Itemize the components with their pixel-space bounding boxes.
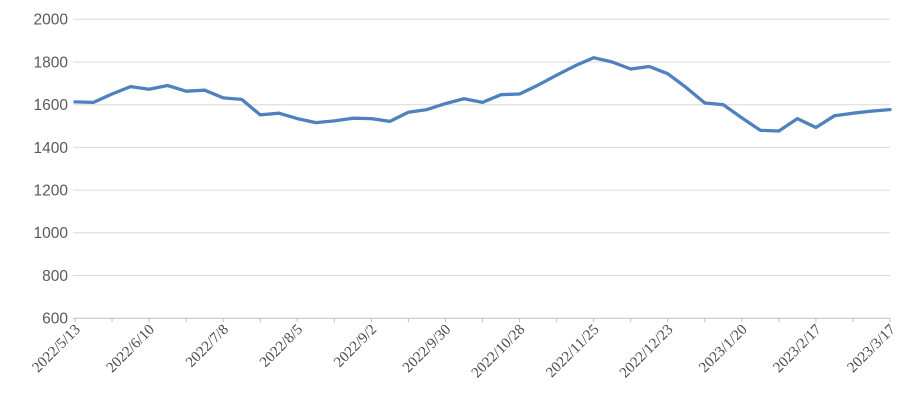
x-axis-tick-label: 2022/6/10	[104, 322, 158, 376]
y-axis-tick-label: 1600	[34, 97, 69, 114]
x-axis-tick-label: 2022/10/28	[469, 322, 529, 382]
y-axis-tick-label: 1200	[34, 183, 69, 200]
y-axis-tick-label: 1000	[34, 225, 69, 242]
x-axis-tick-label: 2023/1/20	[696, 322, 750, 376]
x-axis-tick-label: 2023/3/17	[844, 321, 899, 376]
x-axis-tick-label: 2022/5/13	[29, 322, 83, 376]
y-axis-tick-label: 800	[42, 268, 68, 285]
x-axis-tick-label: 2022/7/8	[183, 322, 232, 371]
x-axis-tick-label: 2022/8/5	[257, 322, 306, 371]
y-axis-tick-label: 2000	[34, 12, 69, 29]
x-axis-tick-label: 2022/12/23	[617, 322, 677, 382]
x-axis-tick-label: 2022/9/2	[331, 322, 380, 371]
x-axis-tick-label: 2022/9/30	[400, 322, 454, 376]
data-series-line	[73, 56, 892, 133]
y-axis-tick-label: 600	[42, 311, 68, 328]
x-axis-tick-label: 2022/11/25	[543, 322, 602, 381]
x-axis-tick-label: 2023/2/17	[770, 321, 825, 376]
y-axis-tick-label: 1400	[34, 140, 69, 157]
y-axis-tick-label: 1800	[34, 54, 69, 71]
